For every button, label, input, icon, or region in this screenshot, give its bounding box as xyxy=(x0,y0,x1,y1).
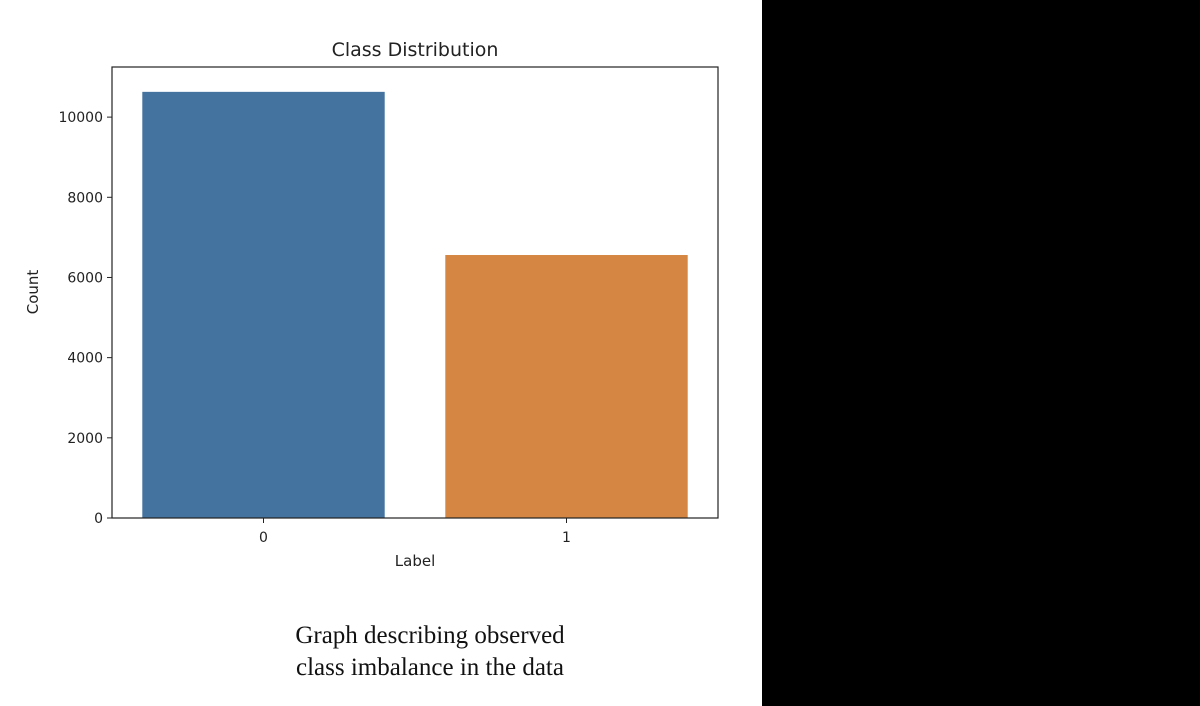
x-tick-label-0: 0 xyxy=(259,530,268,546)
y-tick-label-0: 0 xyxy=(94,511,103,527)
y-tick-label-4000: 4000 xyxy=(67,351,103,367)
bar-1 xyxy=(445,255,688,518)
y-tick-label-8000: 8000 xyxy=(67,190,103,206)
y-tick-label-6000: 6000 xyxy=(67,270,103,286)
bar-0 xyxy=(142,91,385,519)
y-axis-label: Count xyxy=(24,270,42,315)
black-panel xyxy=(762,0,1200,706)
x-axis-label: Label xyxy=(395,552,435,570)
plot-frame xyxy=(111,66,719,519)
caption-line-1: Graph describing observed xyxy=(295,622,565,649)
figure: Class Distribution 0 1 0 2000 4000 6000 8000 10… xyxy=(24,39,719,684)
axes: 0 1 0 2000 4000 6000 8000 10000 xyxy=(58,66,719,546)
class-distribution-chart: Class Distribution 0 1 0 2000 4000 6000 8000 10… xyxy=(24,39,719,570)
chart-title: Class Distribution xyxy=(332,39,499,61)
figure-caption: Graph describing observed class imbalanc… xyxy=(180,620,680,684)
caption-line-2: class imbalance in the data xyxy=(296,654,564,681)
x-tick-label-1: 1 xyxy=(562,530,571,546)
y-tick-label-10000: 10000 xyxy=(58,110,103,126)
y-tick-label-2000: 2000 xyxy=(67,431,103,447)
